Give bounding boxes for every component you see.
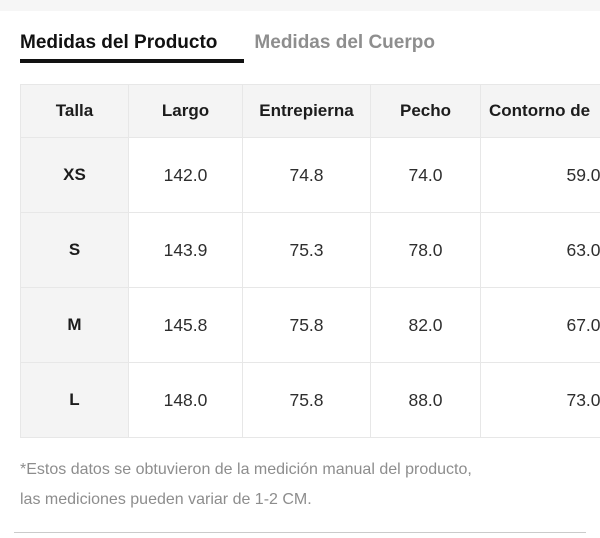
table-cell: 82.0 (370, 287, 481, 363)
size-cell: S (20, 212, 129, 288)
active-tab-indicator (20, 59, 244, 63)
table-cell: 88.0 (370, 362, 481, 438)
measurements-table: Talla Largo Entrepierna Pecho Contorno d… (20, 84, 600, 438)
column-header-contorno: Contorno de (480, 84, 600, 138)
table-cell: 143.9 (128, 212, 243, 288)
size-cell: L (20, 362, 129, 438)
table-cell: 74.8 (242, 137, 371, 213)
measurement-disclaimer: *Estos datos se obtuvieron de la medició… (20, 455, 590, 515)
table-cell: 75.8 (242, 362, 371, 438)
size-chart-tabs: Medidas del Producto Medidas del Cuerpo (20, 31, 435, 55)
table-cell: 78.0 (370, 212, 481, 288)
table-cell: 142.0 (128, 137, 243, 213)
column-header-talla: Talla (20, 84, 129, 138)
table-row-xs: XS 142.0 74.8 74.0 59.0 (20, 137, 600, 213)
size-cell: M (20, 287, 129, 363)
disclaimer-line-1: *Estos datos se obtuvieron de la medició… (20, 461, 472, 478)
bottom-divider (14, 532, 586, 533)
disclaimer-line-2: las mediciones pueden variar de 1-2 CM. (20, 491, 312, 508)
size-cell: XS (20, 137, 129, 213)
column-header-pecho: Pecho (370, 84, 481, 138)
column-header-entrepierna: Entrepierna (242, 84, 371, 138)
table-cell: 59.0 (480, 137, 600, 213)
table-row-m: M 145.8 75.8 82.0 67.0 (20, 287, 600, 363)
table-cell: 148.0 (128, 362, 243, 438)
table-cell: 75.8 (242, 287, 371, 363)
table-cell: 75.3 (242, 212, 371, 288)
table-header-row: Talla Largo Entrepierna Pecho Contorno d… (20, 84, 600, 138)
table-cell: 74.0 (370, 137, 481, 213)
page-top-strip (0, 0, 600, 11)
table-cell: 73.0 (480, 362, 600, 438)
tab-medidas-del-cuerpo[interactable]: Medidas del Cuerpo (254, 32, 435, 53)
tab-medidas-del-producto[interactable]: Medidas del Producto (20, 32, 218, 53)
table-row-l: L 148.0 75.8 88.0 73.0 (20, 362, 600, 438)
table-row-s: S 143.9 75.3 78.0 63.0 (20, 212, 600, 288)
table-cell: 145.8 (128, 287, 243, 363)
table-cell: 63.0 (480, 212, 600, 288)
table-cell: 67.0 (480, 287, 600, 363)
column-header-largo: Largo (128, 84, 243, 138)
